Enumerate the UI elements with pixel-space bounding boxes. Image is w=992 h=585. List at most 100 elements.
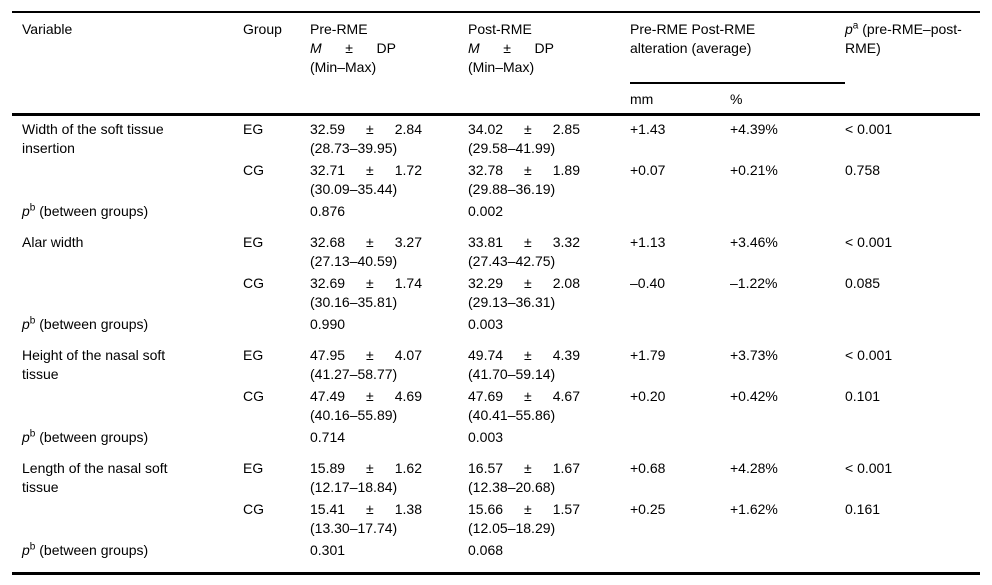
p-value-cell: < 0.001 xyxy=(845,120,893,137)
sd-value: 4.67 xyxy=(552,387,580,404)
pre-rme-cell: 47.49 ± 4.69 (40.16–55.89) xyxy=(310,387,468,428)
p-symbol: p xyxy=(845,21,853,37)
mean-value: 32.71 xyxy=(310,161,346,178)
variable-cell: Width of the soft tissue insertion xyxy=(12,114,243,202)
alteration-mm-cell: +0.20 xyxy=(630,387,666,404)
column-header-group: Group xyxy=(243,12,310,116)
p-value-cell: 0.101 xyxy=(845,387,881,404)
range-value: (12.17–18.84) xyxy=(310,478,398,495)
mean-sd-value: 47.95 ± 4.07 xyxy=(310,346,422,365)
column-header-pre-rme: Pre-RME M ± DP (Min–Max) xyxy=(310,12,468,116)
p-between-groups-row: pb (between groups) 0.301 0.068 xyxy=(12,541,980,574)
table-body: Width of the soft tissue insertion EG 32… xyxy=(12,114,980,573)
empty-cell xyxy=(845,202,980,233)
group-cell: CG xyxy=(243,387,264,404)
range-value: (29.58–41.99) xyxy=(468,139,556,156)
group-header-label: Group xyxy=(243,21,282,37)
plus-minus-symbol: ± xyxy=(366,346,374,363)
variable-name: Alar width xyxy=(22,233,84,250)
mean-value: 47.95 xyxy=(310,346,346,363)
variable-name: Length of the nasal soft tissue xyxy=(22,459,168,495)
p-value-cell: < 0.001 xyxy=(845,346,893,363)
p-value-cell: 0.161 xyxy=(845,500,881,517)
mean-sd-legend: M ± DP xyxy=(310,39,396,58)
p-between-post-cell: 0.002 xyxy=(468,202,504,219)
mean-sd-value: 47.49 ± 4.69 xyxy=(310,387,422,406)
range-value: (41.70–59.14) xyxy=(468,365,556,382)
p-between-groups-row: pb (between groups) 0.990 0.003 xyxy=(12,315,980,346)
plus-minus-symbol: ± xyxy=(366,274,374,291)
sd-value: 1.62 xyxy=(394,459,422,476)
range-value: (29.88–36.19) xyxy=(468,180,556,197)
mean-sd-value: 33.81 ± 3.32 xyxy=(468,233,580,252)
alteration-percent-cell: +4.28% xyxy=(730,459,778,476)
table-row-cg: CG 15.41 ± 1.38 (13.30–17.74) 15.66 ± 1.… xyxy=(12,500,980,541)
plus-minus-symbol: ± xyxy=(366,387,374,404)
sd-symbol: DP xyxy=(534,40,554,56)
empty-cell xyxy=(730,541,845,574)
empty-cell xyxy=(630,541,730,574)
sd-value: 2.84 xyxy=(394,120,422,137)
mean-value: 32.29 xyxy=(468,274,504,291)
p-value-cell: < 0.001 xyxy=(845,233,893,250)
plus-minus-symbol: ± xyxy=(524,233,532,250)
range-value: (28.73–39.95) xyxy=(310,139,398,156)
mean-sd-value: 32.29 ± 2.08 xyxy=(468,274,580,293)
plus-minus-symbol: ± xyxy=(366,120,374,137)
p-value-cell: 0.758 xyxy=(845,161,881,178)
alteration-percent-cell: –1.22% xyxy=(730,274,778,291)
mean-value: 16.57 xyxy=(468,459,504,476)
column-header-variable: Variable xyxy=(12,12,243,116)
pre-rme-cell: 32.59 ± 2.84 (28.73–39.95) xyxy=(310,114,468,161)
alteration-mm-cell: +0.68 xyxy=(630,459,666,476)
mean-symbol: M xyxy=(310,40,322,56)
p-between-note: (between groups) xyxy=(39,315,149,332)
plus-minus-symbol: ± xyxy=(345,40,353,56)
group-cell: CG xyxy=(243,274,264,291)
empty-cell xyxy=(730,428,845,459)
table-row-cg: CG 47.49 ± 4.69 (40.16–55.89) 47.69 ± 4.… xyxy=(12,387,980,428)
alteration-mm-cell: +1.43 xyxy=(630,120,666,137)
empty-cell xyxy=(730,202,845,233)
p-between-note: (between groups) xyxy=(39,541,149,558)
plus-minus-symbol: ± xyxy=(366,161,374,178)
pre-rme-cell: 32.71 ± 1.72 (30.09–35.44) xyxy=(310,161,468,202)
plus-minus-symbol: ± xyxy=(524,274,532,291)
p-between-pre-cell: 0.990 xyxy=(310,315,346,332)
empty-cell xyxy=(730,315,845,346)
plus-minus-symbol: ± xyxy=(524,387,532,404)
column-header-p-value: pa (pre-RME–post-RME) xyxy=(845,12,980,116)
range-value: (30.16–35.81) xyxy=(310,293,398,310)
mean-value: 32.78 xyxy=(468,161,504,178)
post-rme-cell: 32.29 ± 2.08 (29.13–36.31) xyxy=(468,274,630,315)
column-header-percent: % xyxy=(730,83,845,116)
sd-value: 2.85 xyxy=(552,120,580,137)
mean-value: 47.69 xyxy=(468,387,504,404)
post-rme-cell: 49.74 ± 4.39 (41.70–59.14) xyxy=(468,346,630,387)
empty-cell xyxy=(845,541,980,574)
range-value: (40.41–55.86) xyxy=(468,406,556,423)
post-rme-cell: 47.69 ± 4.67 (40.41–55.86) xyxy=(468,387,630,428)
variable-name: Height of the nasal soft tissue xyxy=(22,346,166,382)
sd-value: 1.89 xyxy=(552,161,580,178)
post-rme-cell: 32.78 ± 1.89 (29.88–36.19) xyxy=(468,161,630,202)
mean-sd-value: 32.68 ± 3.27 xyxy=(310,233,422,252)
group-cell: EG xyxy=(243,233,264,250)
p-superscript-a: a xyxy=(852,20,859,32)
mean-value: 15.66 xyxy=(468,500,504,517)
mean-value: 49.74 xyxy=(468,346,504,363)
mean-sd-value: 34.02 ± 2.85 xyxy=(468,120,580,139)
mean-sd-value: 16.57 ± 1.67 xyxy=(468,459,580,478)
alteration-percent-cell: +1.62% xyxy=(730,500,778,517)
alteration-percent-cell: +3.73% xyxy=(730,346,778,363)
post-rme-cell: 34.02 ± 2.85 (29.58–41.99) xyxy=(468,114,630,161)
alteration-percent-cell: +3.46% xyxy=(730,233,778,250)
alteration-mm-cell: –0.40 xyxy=(630,274,666,291)
p-symbol: p xyxy=(22,428,30,445)
post-rme-cell: 15.66 ± 1.57 (12.05–18.29) xyxy=(468,500,630,541)
p-between-label-cell: pb (between groups) xyxy=(12,428,310,459)
alteration-mm-cell: +0.07 xyxy=(630,161,666,178)
column-header-mm: mm xyxy=(630,83,730,116)
empty-cell xyxy=(630,315,730,346)
